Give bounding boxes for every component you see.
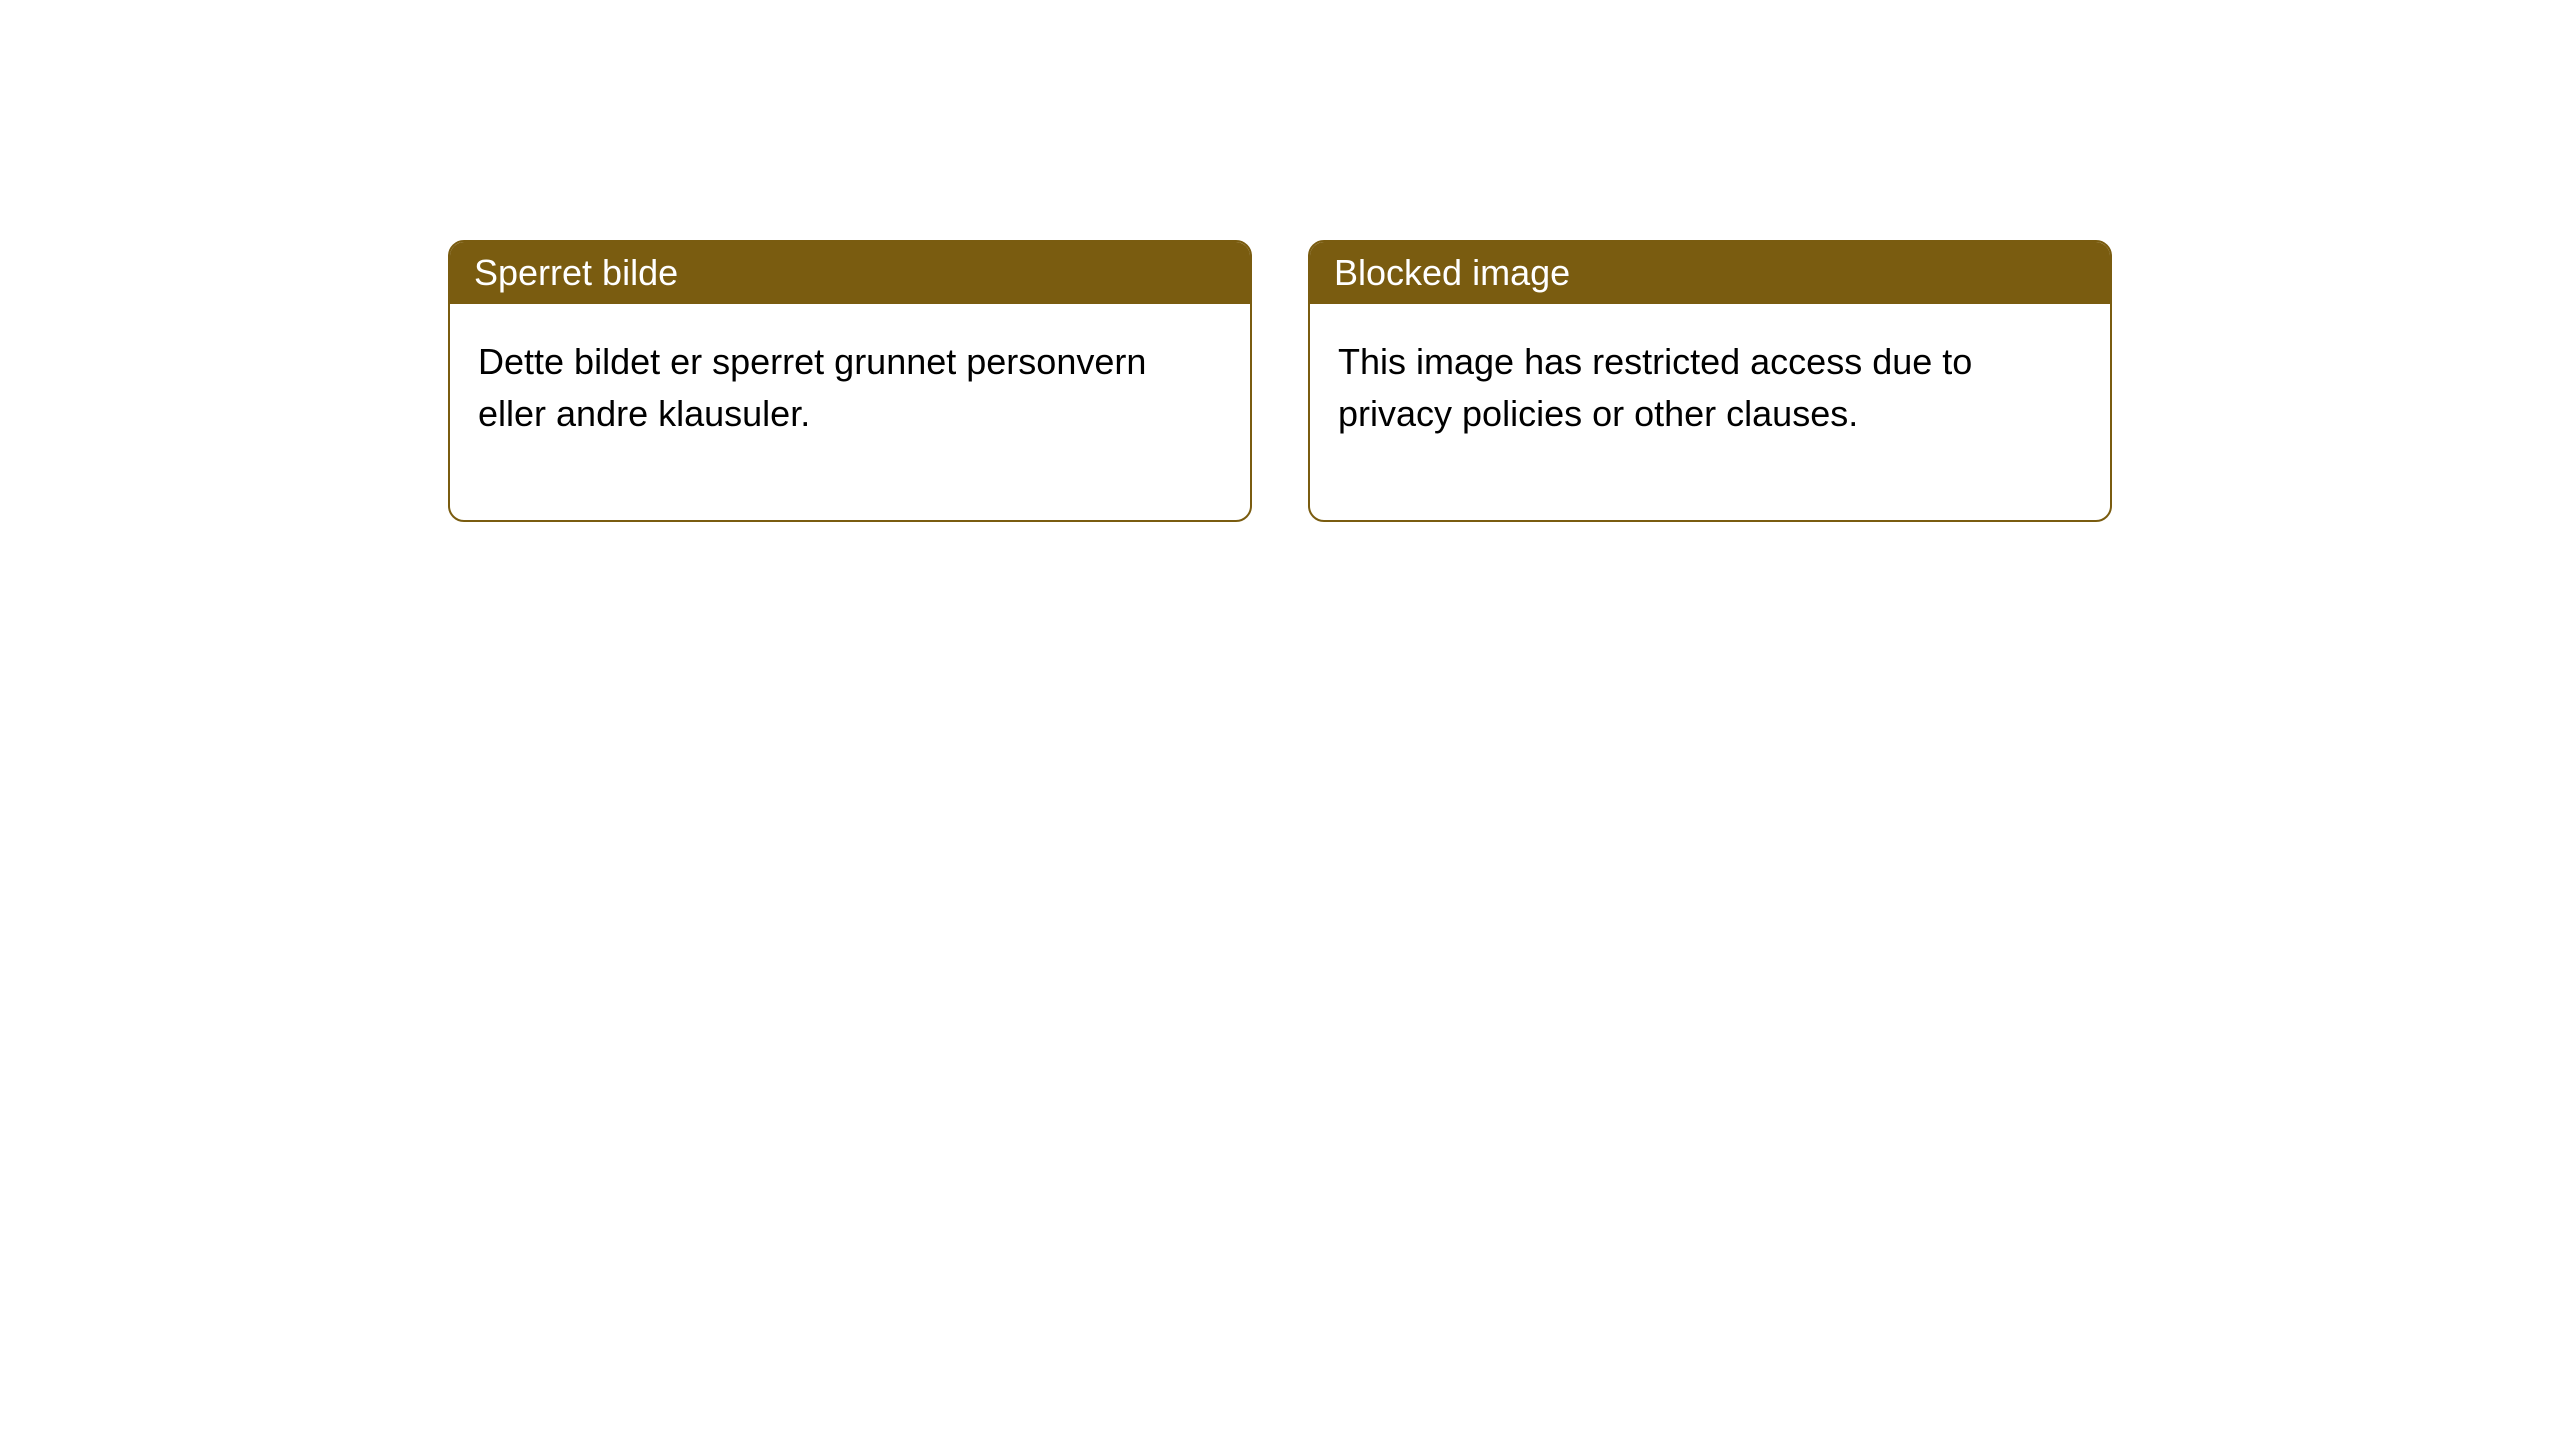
notice-container: Sperret bilde Dette bildet er sperret gr… — [0, 0, 2560, 522]
card-header: Sperret bilde — [450, 242, 1250, 304]
notice-card-norwegian: Sperret bilde Dette bildet er sperret gr… — [448, 240, 1252, 522]
card-body: This image has restricted access due to … — [1310, 304, 2110, 520]
card-title: Blocked image — [1334, 252, 1570, 293]
notice-card-english: Blocked image This image has restricted … — [1308, 240, 2112, 522]
card-body-text: This image has restricted access due to … — [1338, 341, 1972, 434]
card-title: Sperret bilde — [474, 252, 678, 293]
card-header: Blocked image — [1310, 242, 2110, 304]
card-body: Dette bildet er sperret grunnet personve… — [450, 304, 1250, 520]
card-body-text: Dette bildet er sperret grunnet personve… — [478, 341, 1146, 434]
